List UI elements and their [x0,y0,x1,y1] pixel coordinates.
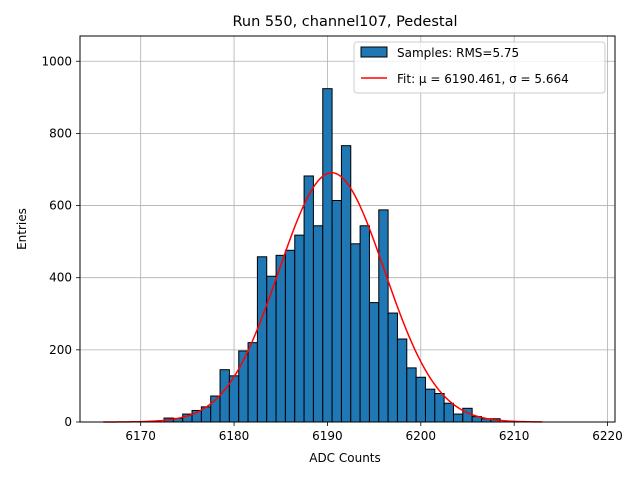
x-tick-label: 6180 [219,429,250,443]
histogram-bar [378,209,389,423]
y-tick-label: 800 [49,126,72,140]
histogram-bar [322,88,333,423]
histogram-bar [452,413,464,423]
y-axis-title: Entries [15,208,29,250]
histogram-bar [256,256,268,423]
histogram-bar [294,234,305,423]
histogram-bar [415,376,426,423]
x-tick-label: 6220 [592,429,623,443]
histogram-bar [284,249,296,423]
x-axis-title: ADC Counts [309,451,381,465]
histogram-bar [396,338,408,423]
histogram-bar [247,342,258,423]
histogram-bar [303,175,314,423]
histogram-bar [434,393,445,423]
plot-frame [79,35,616,423]
histogram-bar [350,243,361,423]
gaussian-fit [103,171,543,423]
histogram-bar [387,312,398,423]
histogram-bar [331,200,342,423]
x-tick-label: 6200 [406,429,437,443]
histogram-bar [359,225,370,423]
x-axis-ticks: 6170 6180 6190 6200 6210 6220 [125,422,623,443]
y-tick-label: 0 [64,415,72,429]
x-tick-label: 6210 [499,429,530,443]
x-tick-label: 6190 [312,429,343,443]
y-tick-label: 1000 [41,54,72,68]
histogram-bar [275,254,286,423]
y-tick-label: 200 [49,343,72,357]
y-tick-label: 400 [49,271,72,285]
histogram-bar [443,402,454,423]
legend: Samples: RMS=5.75 Fit: μ = 6190.461, σ =… [353,41,606,94]
histogram-bar [424,388,436,423]
y-axis-ticks: 0 200 400 600 800 1000 [41,54,80,429]
legend-samples-label: Samples: RMS=5.75 [397,46,519,60]
histogram-bar [219,369,230,423]
histogram-bar [406,367,417,423]
legend-box [353,41,606,94]
y-tick-label: 600 [49,199,72,213]
chart-title: Run 550, channel107, Pedestal [232,14,457,30]
histogram-bar [266,275,277,423]
histogram-bars [163,88,501,423]
legend-samples-swatch [360,46,388,58]
legend-fit-label: Fit: μ = 6190.461, σ = 5.664 [397,72,569,86]
fit-curve [103,171,543,423]
x-tick-label: 6170 [125,429,156,443]
histogram-bar [368,302,380,423]
histogram-bar [312,225,324,423]
